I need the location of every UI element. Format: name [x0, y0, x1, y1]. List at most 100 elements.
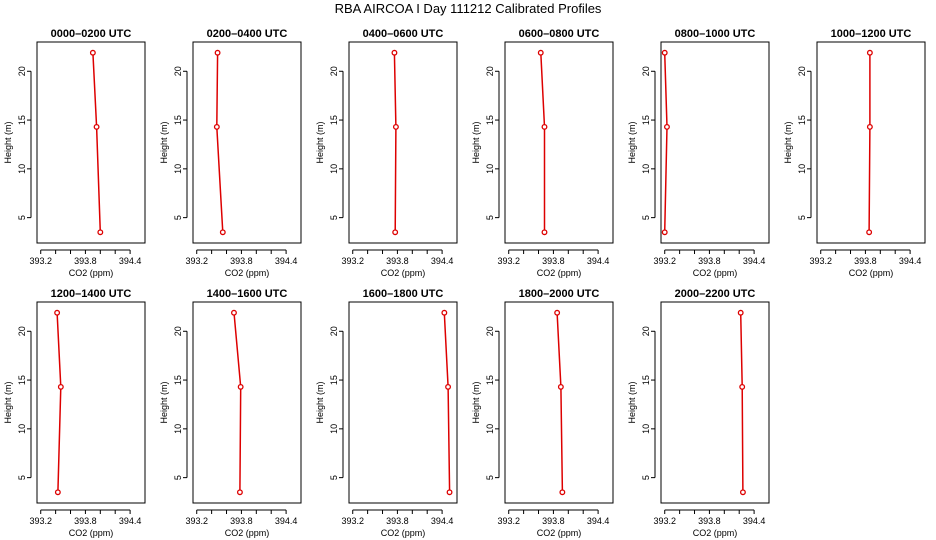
- series-line: [233, 312, 242, 493]
- plot-frame: [192, 301, 302, 504]
- y-tick-label: 5: [173, 215, 183, 220]
- x-tick-label: 393.2: [341, 256, 364, 266]
- chart-panel-11: 2000–2200 UTC 393.2 393.8 394.4 CO2 (ppm) 5 10…: [627, 288, 770, 538]
- x-tick-label: 393.2: [497, 256, 520, 266]
- y-tick-label: 20: [641, 66, 651, 76]
- x-tick-label: 393.2: [185, 256, 208, 266]
- data-point: [661, 229, 668, 236]
- y-tick-label: 10: [485, 164, 495, 174]
- data-point: [237, 383, 244, 390]
- x-tick-label: 393.2: [653, 516, 676, 526]
- x-tick-label: 393.8: [542, 516, 565, 526]
- y-tick-label: 15: [485, 115, 495, 125]
- y-axis: 5 10 15 20 Height (m): [315, 326, 344, 480]
- plot-frame: [816, 41, 926, 244]
- x-axis: 393.2 393.8 394.4 CO2 (ppm): [497, 509, 610, 538]
- y-tick-label: 10: [173, 424, 183, 434]
- x-tick-label: 393.8: [230, 256, 253, 266]
- x-axis-label: CO2 (ppm): [381, 268, 426, 278]
- data-point: [445, 383, 452, 390]
- x-tick-label: 394.4: [587, 516, 610, 526]
- panel-title: 1000–1200 UTC: [831, 28, 912, 40]
- y-tick-label: 15: [641, 115, 651, 125]
- series-line: [540, 52, 546, 233]
- panel-title: 1400–1600 UTC: [207, 288, 288, 300]
- x-tick-label: 393.2: [185, 516, 208, 526]
- x-tick-label: 393.8: [698, 516, 721, 526]
- plot-frame: [504, 41, 614, 244]
- data-point: [441, 309, 448, 316]
- x-tick-label: 394.4: [743, 516, 766, 526]
- x-tick-label: 393.8: [386, 256, 409, 266]
- data-point: [737, 309, 744, 316]
- y-tick-label: 15: [329, 115, 339, 125]
- x-axis-label: CO2 (ppm): [849, 268, 894, 278]
- series-line: [393, 52, 397, 233]
- y-tick-label: 5: [17, 215, 27, 220]
- y-axis-label: Height (m): [3, 381, 13, 423]
- y-axis-label: Height (m): [159, 121, 169, 163]
- y-tick-label: 10: [329, 164, 339, 174]
- y-tick-label: 20: [329, 66, 339, 76]
- x-tick-label: 393.2: [29, 516, 52, 526]
- x-tick-label: 393.8: [854, 256, 877, 266]
- chart-panel-10: 1800–2000 UTC 393.2 393.8 394.4 CO2 (ppm) 5 10…: [471, 288, 614, 538]
- y-axis: 5 10 15 20 Height (m): [315, 66, 344, 220]
- panel-title: 1800–2000 UTC: [519, 288, 600, 300]
- y-tick-label: 5: [329, 215, 339, 220]
- data-point: [541, 229, 548, 236]
- x-axis: 393.2 393.8 394.4 CO2 (ppm): [185, 509, 297, 538]
- x-axis: 393.2 393.8 394.4 CO2 (ppm): [185, 249, 298, 278]
- y-axis-label: Height (m): [3, 121, 13, 163]
- x-axis-label: CO2 (ppm): [69, 528, 114, 538]
- chart-panel-8: 1400–1600 UTC 393.2 393.8 394.4 CO2 (ppm) 5 10…: [159, 288, 302, 538]
- y-tick-label: 5: [329, 475, 339, 480]
- plot-frame: [660, 301, 770, 504]
- data-point: [392, 229, 399, 236]
- y-axis-label: Height (m): [159, 381, 169, 423]
- data-point: [537, 49, 544, 56]
- y-tick-label: 15: [173, 375, 183, 385]
- x-tick-label: 393.8: [74, 256, 97, 266]
- x-tick-label: 394.4: [431, 516, 454, 526]
- series-line: [92, 52, 102, 233]
- data-point: [554, 309, 561, 316]
- y-tick-label: 20: [485, 326, 495, 336]
- y-tick-label: 5: [641, 215, 651, 220]
- figure-title: RBA AIRCOA I Day 111212 Calibrated Profi…: [334, 1, 602, 16]
- y-axis: 5 10 15 20 Height (m): [159, 66, 188, 220]
- data-point: [236, 489, 243, 496]
- y-tick-label: 10: [641, 424, 651, 434]
- y-tick-label: 20: [329, 326, 339, 336]
- x-tick-label: 394.4: [119, 516, 142, 526]
- data-point: [739, 489, 746, 496]
- y-axis-label: Height (m): [315, 121, 325, 163]
- plot-frame: [36, 301, 146, 504]
- panel-title: 0400–0600 UTC: [363, 28, 444, 40]
- panel-title: 0000–0200 UTC: [51, 28, 132, 40]
- panel-title: 0200–0400 UTC: [207, 28, 288, 40]
- y-tick-label: 20: [797, 66, 807, 76]
- y-axis-label: Height (m): [315, 381, 325, 423]
- panel-title: 0800–1000 UTC: [675, 28, 756, 40]
- series-line: [868, 52, 871, 233]
- data-point: [661, 49, 668, 56]
- x-tick-label: 394.4: [587, 256, 610, 266]
- x-tick-label: 393.2: [809, 256, 832, 266]
- y-axis-label: Height (m): [471, 381, 481, 423]
- plot-frame: [660, 41, 770, 244]
- y-tick-label: 5: [797, 215, 807, 220]
- data-point: [213, 123, 220, 130]
- data-point: [446, 489, 453, 496]
- y-tick-label: 5: [17, 475, 27, 480]
- chart-panel-5: 0800–1000 UTC 393.2 393.8 394.4 CO2 (ppm) 5 10…: [627, 28, 770, 278]
- y-axis: 5 10 15 20 Height (m): [471, 326, 500, 480]
- x-tick-label: 394.4: [743, 256, 766, 266]
- plot-frame: [192, 41, 302, 244]
- x-tick-label: 394.4: [275, 256, 298, 266]
- y-tick-label: 15: [641, 375, 651, 385]
- x-axis-label: CO2 (ppm): [381, 528, 426, 538]
- x-tick-label: 393.2: [29, 256, 52, 266]
- x-tick-label: 393.8: [542, 256, 565, 266]
- y-tick-label: 15: [797, 115, 807, 125]
